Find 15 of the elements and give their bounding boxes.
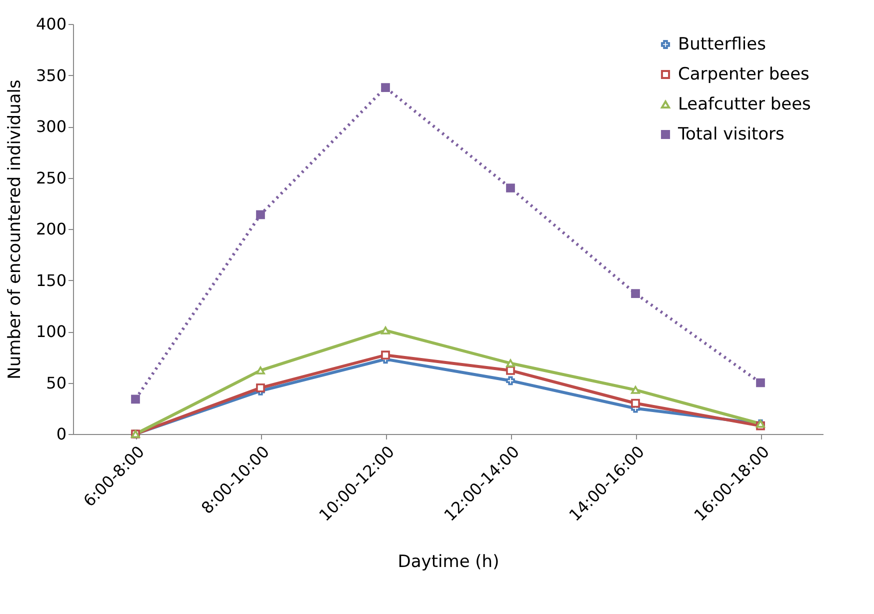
y-axis-title: Number of encountered individuals [4, 79, 25, 380]
x-axis-title: Daytime (h) [398, 552, 500, 572]
legend-label: Total visitors [677, 124, 785, 144]
y-tick-label: 200 [36, 220, 66, 238]
legend-label: Leafcutter bees [678, 94, 812, 114]
y-tick-label: 100 [36, 322, 66, 341]
legend-label: Carpenter bees [678, 64, 810, 84]
y-tick-label: 350 [36, 66, 66, 85]
y-tick-label: 150 [36, 270, 66, 290]
y-tick-label: 400 [36, 14, 66, 34]
legend-label: Butterflies [678, 34, 766, 54]
y-tick-label: 50 [46, 373, 66, 392]
y-tick-label: 250 [36, 168, 66, 188]
y-tick-label: 300 [36, 117, 66, 136]
y-tick-label: 0 [56, 424, 66, 444]
